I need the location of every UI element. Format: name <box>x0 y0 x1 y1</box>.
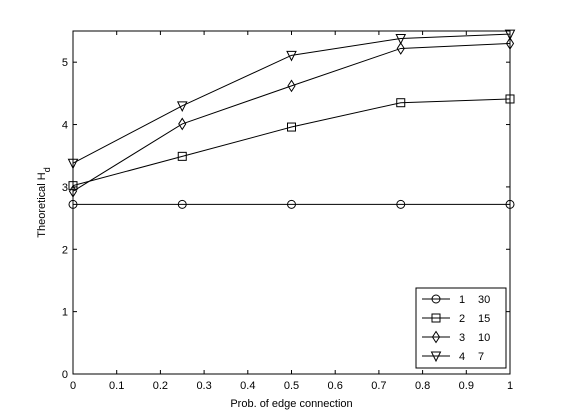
data-point <box>505 37 515 50</box>
legend-label-a: 3 <box>459 332 465 344</box>
x-tick-label: 1 <box>507 380 513 392</box>
data-point <box>67 158 79 170</box>
x-tick-label: 0.3 <box>196 380 211 392</box>
legend-marker <box>430 351 442 363</box>
y-axis-label: Theoretical Hd <box>36 167 52 237</box>
legend-marker <box>431 330 441 344</box>
data-point <box>395 33 407 45</box>
x-tick-label: 0.8 <box>415 380 430 392</box>
x-axis-ticks: 0 0.1 0.2 0.3 0.4 0.5 0.6 0.7 0.8 0.9 1 <box>70 31 513 392</box>
data-point <box>68 184 78 198</box>
x-axis-label: Prob. of edge connection <box>230 398 352 410</box>
data-point <box>178 117 187 131</box>
data-point <box>68 199 78 209</box>
data-point <box>177 151 187 161</box>
data-point <box>287 199 296 209</box>
y-tick-label: 0 <box>62 369 68 381</box>
series-layer <box>67 29 516 209</box>
series-line <box>72 42 511 192</box>
series-1 <box>68 199 515 209</box>
legend: 1 302 153 104 7 <box>415 287 507 369</box>
y-tick-label: 4 <box>62 120 68 132</box>
x-tick-label: 0.6 <box>328 380 343 392</box>
data-point <box>396 199 406 209</box>
y-axis-label-main: Theoretical H <box>36 172 48 237</box>
x-tick-label: 0 <box>70 380 76 392</box>
legend-box <box>415 287 507 369</box>
y-tick-label: 1 <box>62 307 68 319</box>
data-point <box>396 98 406 108</box>
series-line <box>72 33 511 164</box>
x-tick-label: 0.2 <box>153 380 168 392</box>
legend-entry-3: 3 10 <box>422 330 490 344</box>
data-point <box>504 29 516 41</box>
y-tick-label: 5 <box>62 57 68 69</box>
series-4 <box>67 29 516 170</box>
data-point <box>505 199 515 209</box>
series-line <box>72 98 511 187</box>
legend-label-b: 7 <box>478 351 484 363</box>
legend-marker <box>431 313 441 323</box>
data-point <box>286 50 297 62</box>
legend-marker <box>431 294 441 304</box>
legend-label-a: 2 <box>459 313 465 325</box>
y-tick-label: 3 <box>62 182 68 194</box>
data-point <box>68 181 78 191</box>
legend-entry-2: 2 15 <box>422 313 490 325</box>
data-point <box>505 94 515 104</box>
series-2 <box>68 94 515 191</box>
data-point <box>287 79 296 93</box>
legend-label-a: 4 <box>459 351 465 363</box>
legend-entry-1: 1 30 <box>422 294 490 306</box>
legend-label-a: 1 <box>459 294 465 306</box>
data-point <box>177 199 187 209</box>
legend-label-b: 15 <box>478 313 490 325</box>
x-tick-label: 0.4 <box>240 380 255 392</box>
y-axis-label-subscript: d <box>42 167 52 172</box>
x-tick-label: 0.5 <box>284 380 299 392</box>
legend-label-b: 10 <box>478 332 490 344</box>
y-axis-ticks: 0 1 2 3 4 5 <box>62 57 510 381</box>
legend-label-b: 30 <box>478 294 490 306</box>
data-point <box>287 122 296 132</box>
x-tick-label: 0.1 <box>109 380 124 392</box>
x-tick-label: 0.9 <box>459 380 474 392</box>
series-3 <box>68 37 515 198</box>
data-point <box>396 42 405 55</box>
y-tick-label: 2 <box>62 244 68 256</box>
data-point <box>176 101 188 112</box>
x-tick-label: 0.7 <box>371 380 386 392</box>
